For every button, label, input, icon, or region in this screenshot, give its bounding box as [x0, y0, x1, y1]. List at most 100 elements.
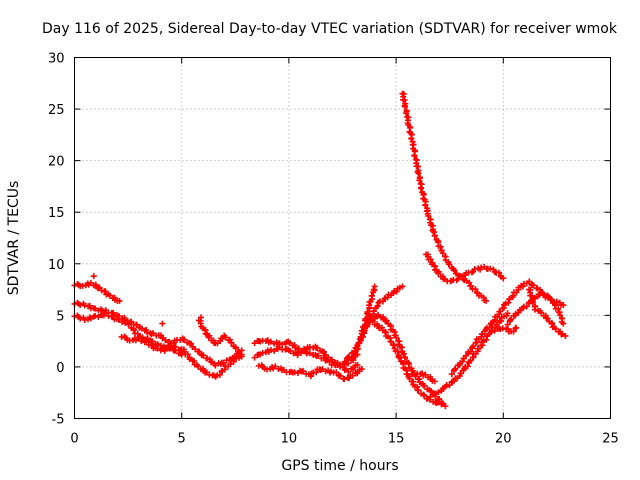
series-trace-o	[399, 90, 490, 304]
data-point	[436, 395, 443, 402]
data-point	[440, 401, 447, 408]
data-point	[504, 310, 511, 317]
series-trace-n	[405, 370, 438, 385]
data-point	[466, 279, 473, 286]
x-tick-label: 15	[388, 432, 405, 447]
data-point	[337, 372, 344, 379]
data-point	[291, 369, 298, 376]
data-point	[452, 365, 459, 372]
data-point	[415, 387, 422, 394]
data-point	[470, 343, 477, 350]
data-point	[421, 382, 428, 389]
data-point	[358, 327, 365, 334]
data-point	[115, 316, 122, 323]
data-point	[219, 335, 226, 342]
data-point	[557, 312, 564, 319]
data-point	[530, 299, 537, 306]
data-point	[287, 348, 294, 355]
data-point	[479, 331, 486, 338]
x-tick-label: 10	[281, 432, 298, 447]
x-tick-label: 5	[178, 432, 186, 447]
data-point	[483, 297, 490, 304]
data-point	[421, 392, 428, 399]
data-point	[431, 232, 438, 239]
data-point	[411, 152, 418, 159]
data-point	[425, 212, 432, 219]
data-point	[388, 338, 395, 345]
data-point	[154, 345, 161, 352]
data-point	[469, 344, 476, 351]
data-point	[448, 371, 455, 378]
data-point	[455, 275, 462, 282]
data-point	[458, 370, 465, 377]
series-trace-e	[178, 346, 245, 380]
data-point	[357, 333, 364, 340]
data-point	[528, 292, 535, 299]
series-trace-i	[255, 362, 365, 382]
axes: 0 5 10 15 20 25 -5 0 5 10 15 20 25 30	[48, 52, 619, 447]
data-point	[495, 269, 502, 276]
data-point	[354, 361, 361, 368]
data-point	[350, 356, 357, 363]
data-point	[363, 322, 370, 329]
series-trace-t	[526, 286, 569, 339]
data-point	[427, 256, 434, 263]
data-point	[226, 336, 233, 343]
data-point	[505, 299, 512, 306]
data-point	[531, 306, 538, 313]
data-point	[383, 317, 390, 324]
data-point	[393, 288, 400, 295]
data-point	[552, 325, 559, 332]
data-point	[341, 358, 348, 365]
data-point	[232, 345, 239, 352]
data-point	[403, 110, 410, 117]
series-trace-u	[491, 324, 520, 335]
data-point	[159, 320, 166, 327]
data-point	[510, 292, 517, 299]
data-points	[71, 90, 569, 410]
data-point	[125, 321, 132, 328]
data-point	[143, 329, 150, 336]
data-point	[560, 320, 567, 327]
data-point	[472, 286, 479, 293]
data-point	[320, 348, 327, 355]
x-tick-label: 20	[495, 432, 512, 447]
data-point	[279, 341, 286, 348]
data-point	[508, 316, 515, 323]
data-point	[394, 348, 401, 355]
data-point	[345, 368, 352, 375]
data-point	[415, 170, 422, 177]
data-point	[416, 379, 423, 386]
data-point	[497, 308, 504, 315]
data-point	[506, 295, 513, 302]
data-point	[172, 347, 179, 354]
data-point	[150, 330, 157, 337]
series-trace-f	[195, 317, 245, 360]
data-point	[90, 273, 97, 280]
data-point	[555, 305, 562, 312]
y-tick-label: 25	[48, 103, 65, 118]
y-tick-label: 30	[48, 52, 65, 67]
data-point	[393, 334, 400, 341]
data-point	[499, 325, 506, 332]
y-tick-label: 5	[56, 309, 64, 324]
data-point	[197, 314, 204, 321]
series-trace-g	[251, 337, 361, 375]
data-point	[504, 325, 511, 332]
series-trace-m	[371, 321, 447, 408]
data-point	[319, 366, 326, 373]
data-point	[395, 353, 402, 360]
y-tick-label: 20	[48, 155, 65, 170]
data-point	[500, 275, 507, 282]
data-point	[513, 324, 520, 331]
data-point	[364, 308, 371, 315]
data-point	[562, 332, 569, 339]
data-point	[345, 360, 352, 367]
data-point	[560, 302, 567, 309]
data-point	[396, 354, 403, 361]
data-point	[399, 283, 406, 290]
data-point	[530, 282, 537, 289]
data-point	[435, 399, 442, 406]
data-point	[446, 382, 453, 389]
data-point	[135, 335, 142, 342]
